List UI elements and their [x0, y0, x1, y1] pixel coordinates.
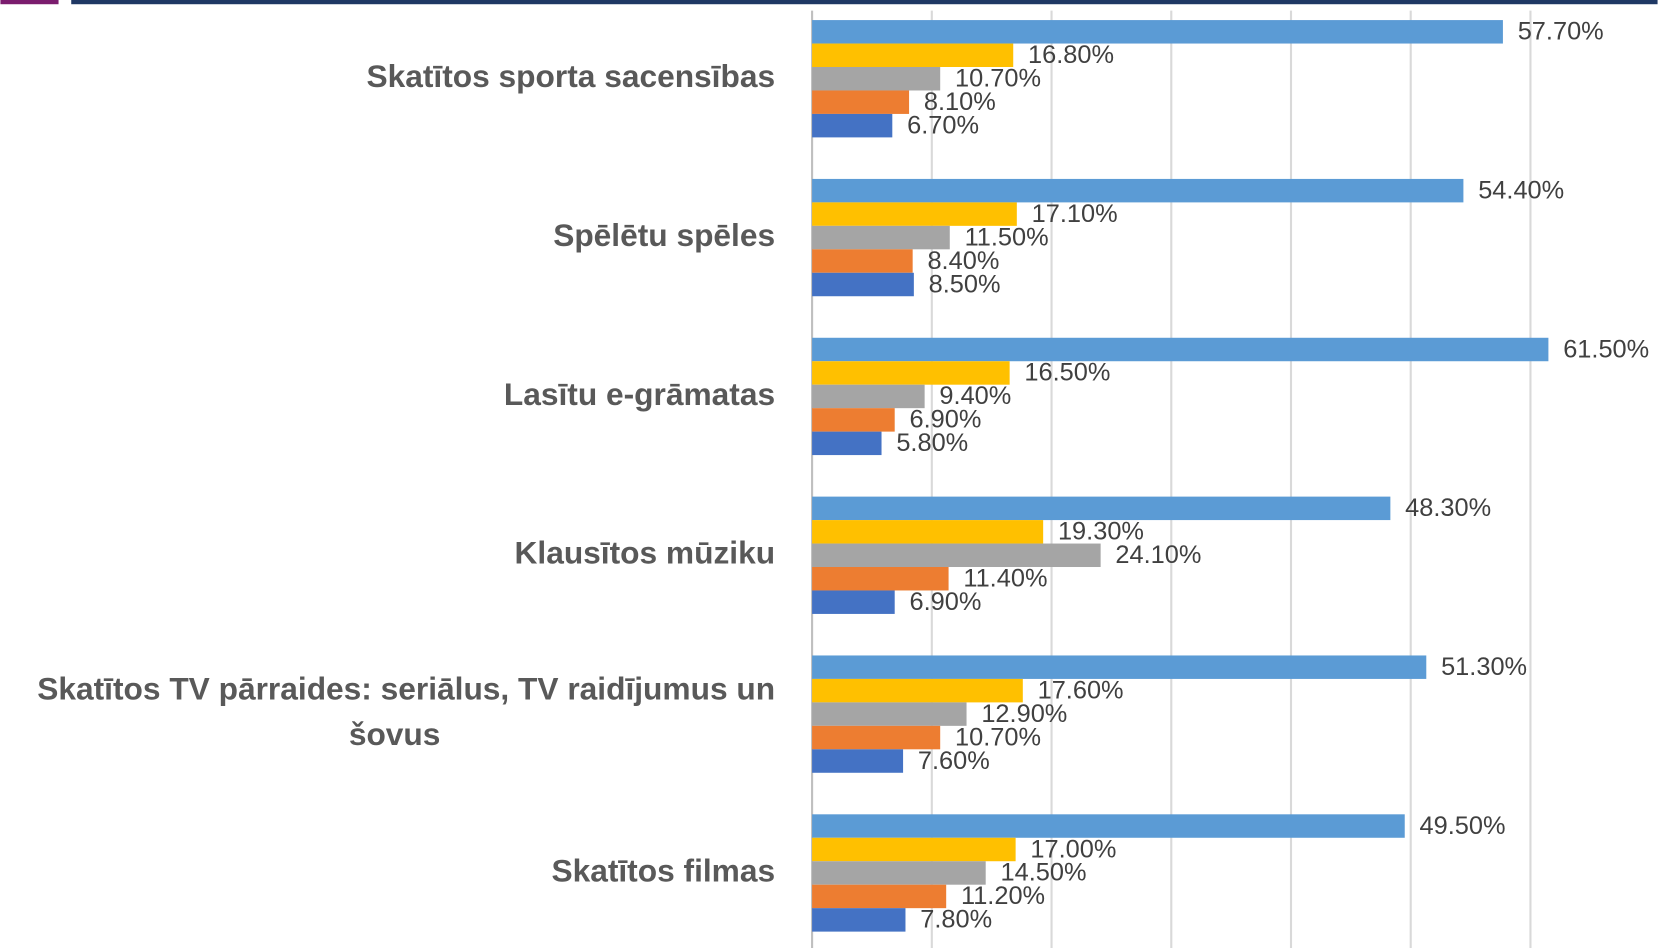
bar [812, 749, 904, 773]
bar [812, 67, 941, 91]
value-label: 17.60% [1038, 676, 1124, 704]
value-label: 51.30% [1441, 653, 1527, 681]
bar [812, 43, 1014, 68]
category-label: Skatītos sporta sacensības [366, 58, 775, 94]
value-label: 19.30% [1058, 518, 1144, 546]
category-label: Skatītos filmas [551, 852, 775, 888]
bar [812, 861, 986, 885]
value-label: 11.20% [961, 882, 1045, 910]
bar [812, 202, 1017, 226]
bar [812, 20, 1503, 44]
value-label: 57.70% [1518, 18, 1604, 46]
value-label: 8.50% [929, 270, 1001, 298]
bar [812, 431, 882, 456]
bar [812, 496, 1391, 521]
bar [812, 884, 947, 909]
value-label: 6.70% [907, 111, 979, 139]
bar [812, 908, 906, 932]
bar [812, 678, 1023, 703]
category-label: Spēlētu spēles [553, 217, 775, 253]
value-label: 16.80% [1028, 41, 1114, 69]
value-label: 6.90% [909, 588, 981, 616]
bar [812, 590, 895, 614]
category-label: Skatītos TV pārraides: seriālus, TV raid… [37, 671, 775, 752]
bar [812, 272, 914, 297]
accent-block [0, 0, 59, 5]
bar [812, 337, 1549, 362]
bar [812, 113, 893, 138]
value-label: 14.50% [1000, 859, 1086, 887]
bar [812, 178, 1464, 203]
value-label: 8.40% [927, 247, 999, 275]
bar [812, 543, 1101, 568]
bar [812, 725, 941, 750]
bar [812, 837, 1016, 862]
value-label: 49.50% [1420, 812, 1506, 840]
bar [812, 520, 1044, 544]
value-label: 5.80% [896, 429, 968, 457]
value-label: 6.90% [909, 406, 981, 434]
value-label: 11.50% [965, 223, 1049, 251]
bar [812, 361, 1010, 385]
value-label: 17.00% [1030, 835, 1116, 863]
bar [812, 384, 925, 409]
value-label: 17.10% [1032, 200, 1118, 228]
value-label: 12.90% [981, 700, 1067, 728]
value-label: 9.40% [939, 382, 1011, 410]
bar [812, 702, 967, 726]
bar [812, 225, 950, 250]
value-label: 48.30% [1405, 494, 1491, 522]
value-label: 7.80% [920, 906, 992, 934]
value-label: 10.70% [955, 723, 1041, 751]
bar [812, 814, 1405, 838]
category-label: Klausītos mūziku [515, 535, 776, 571]
value-label: 54.40% [1478, 176, 1564, 204]
category-label: Lasītu e-grāmatas [504, 376, 775, 412]
bar [812, 655, 1427, 679]
bar [812, 249, 913, 273]
value-label: 11.40% [963, 564, 1047, 592]
top-rule [71, 0, 1658, 5]
value-label: 61.50% [1563, 335, 1649, 363]
value-label: 8.10% [924, 88, 996, 116]
value-label: 10.70% [955, 64, 1041, 92]
bar [812, 408, 895, 432]
value-label: 16.50% [1024, 359, 1110, 387]
bar [812, 567, 949, 591]
value-label: 7.60% [918, 747, 990, 775]
bar [812, 90, 910, 114]
value-label: 24.10% [1115, 541, 1201, 569]
